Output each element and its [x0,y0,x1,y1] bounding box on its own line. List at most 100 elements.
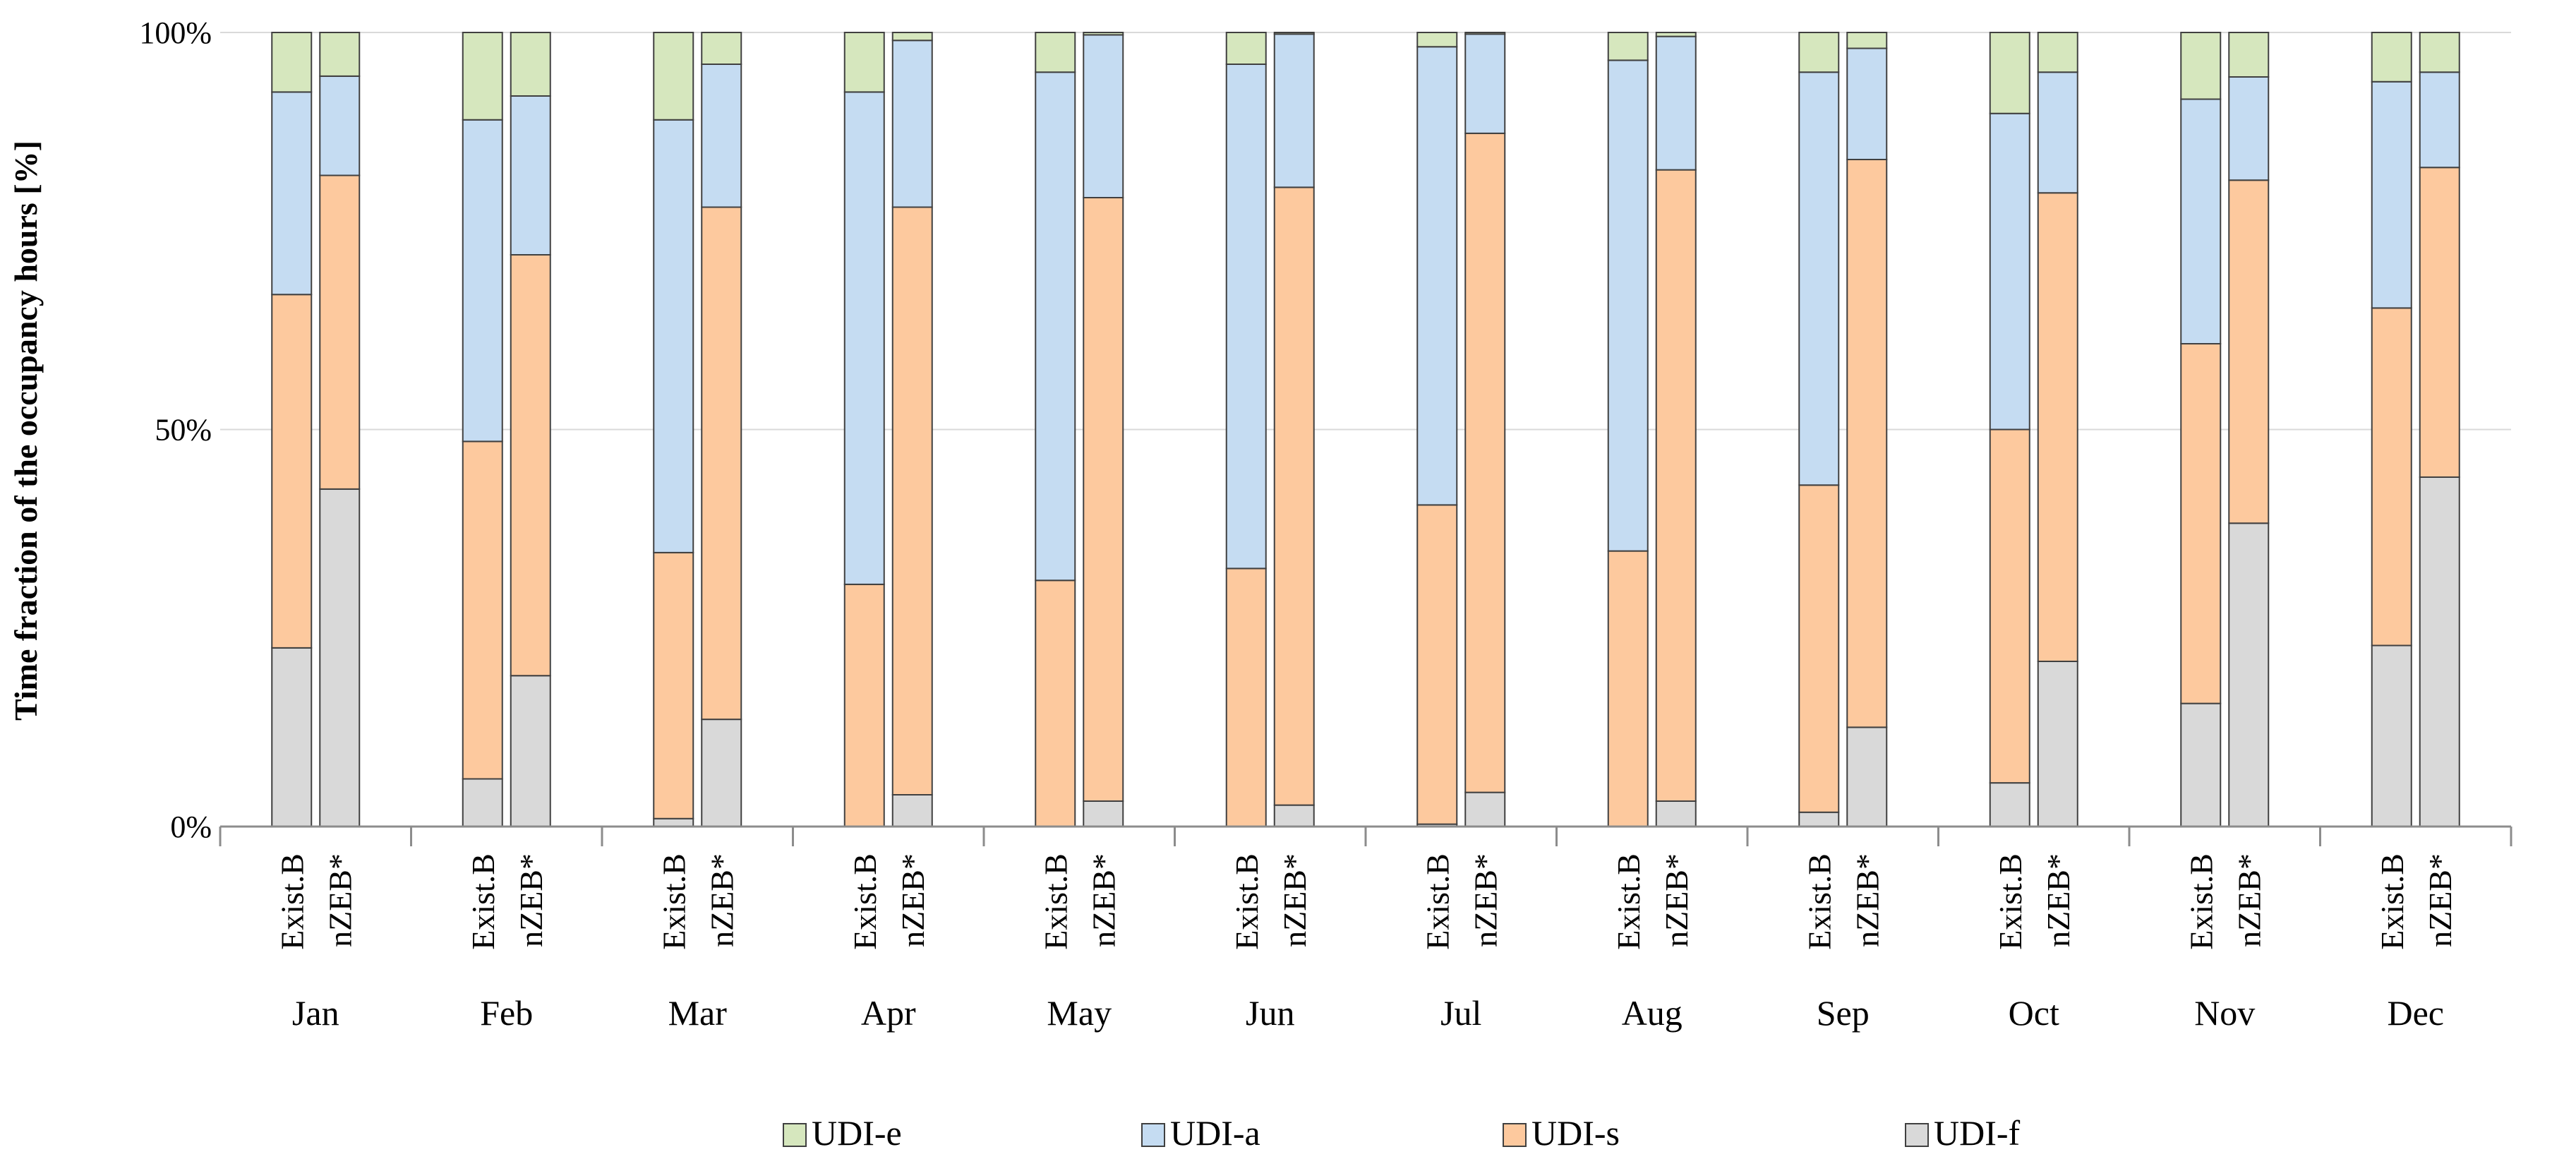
bar-segment [2037,661,2078,827]
legend-swatch [1503,1123,1527,1147]
bar-segment [1035,71,1076,582]
bar-segment [1846,32,1888,49]
bar-segment [701,64,742,208]
bar-segment [1798,32,1840,73]
bar-segment [2419,476,2460,827]
bar-segment [271,294,313,649]
bar-segment [653,119,694,553]
bar-segment [1798,811,1840,827]
legend-label: UDI-f [1934,1113,2021,1153]
bar-segment [2180,32,2222,100]
bar-segment [1273,186,1315,806]
month-label: Dec [2388,993,2445,1033]
y-axis-label: Time fraction of the occupancy hours [%] [8,140,44,721]
bar-segment [1083,34,1124,198]
bar-segment [1798,484,1840,813]
bar-segment [1464,33,1506,134]
month-label: Jun [1246,993,1294,1033]
case-label: Exist.B [1229,853,1265,950]
case-label: nZEB* [513,853,549,947]
bar-segment [1989,782,2030,827]
case-label: nZEB* [895,853,931,947]
month-label: Sep [1817,993,1870,1033]
bar-segment [1416,504,1458,825]
case-label: Exist.B [465,853,501,950]
case-label: nZEB* [1085,853,1121,947]
bar-segment [510,32,551,97]
bar-segment [1083,800,1124,827]
bar-segment [2371,307,2412,647]
bar-segment [2180,702,2222,827]
bar-segment [1416,32,1458,48]
bar-segment [2371,644,2412,827]
bar-segment [271,91,313,296]
bar-segment [843,32,885,93]
y-tick-labels: 0% 50% 100% [139,16,212,844]
bar-segment [319,75,361,176]
bar-segment [2228,76,2270,181]
y-tick-label: 100% [139,16,212,50]
case-label: nZEB* [1849,853,1885,947]
bar-segment [2228,179,2270,524]
month-label: Nov [2194,993,2255,1033]
bar-segment [1464,132,1506,793]
bar-segment [701,206,742,721]
bar-segment [2180,98,2222,344]
legend-swatch [1141,1123,1165,1147]
bar-segment [2419,167,2460,478]
bar-segment [1416,46,1458,506]
bar-segment [510,254,551,677]
bar-segment [2371,80,2412,309]
month-label: Aug [1622,993,1683,1033]
bar-segment [510,675,551,827]
bar-segment [891,206,933,795]
grid-lines [220,32,2511,431]
legend-swatch [783,1123,807,1147]
bar-segment [1846,47,1888,160]
bar-segment [843,583,885,827]
case-label: nZEB* [1277,853,1313,947]
bar-segment [319,32,361,77]
bar-segment [1989,112,2030,431]
bar-segment [2228,32,2270,78]
bar-segment [1989,32,2030,114]
case-label: nZEB* [1659,853,1695,947]
bar-segment [2419,32,2460,73]
month-label: May [1047,993,1112,1033]
bar-segment [891,32,933,42]
case-label: nZEB* [322,853,358,947]
bar-segment [1989,428,2030,784]
bar-segment [1655,32,1697,37]
month-label: Feb [480,993,533,1033]
bar-segment [462,440,503,780]
month-label: Apr [861,993,916,1033]
bar-segment [1846,159,1888,728]
month-label: Oct [2009,993,2059,1033]
bar-segment [271,32,313,93]
month-label: Jan [292,993,339,1033]
case-label: Exist.B [1611,853,1647,950]
bar-segment [1464,791,1506,827]
y-tick-label: 0% [170,810,212,844]
bar-segment [1273,32,1315,35]
bar-segment [653,551,694,819]
bar-segment [2037,71,2078,194]
case-label: nZEB* [1467,853,1503,947]
legend: UDI-e UDI-a UDI-s UDI-f [783,1113,2021,1153]
legend-swatch [1905,1123,1929,1147]
bar-segment [1225,32,1267,65]
bar-segment [843,91,885,585]
bars-group [271,32,2460,827]
case-label: Exist.B [2183,853,2219,950]
case-label: Exist.B [656,853,692,950]
bar-segment [462,778,503,827]
y-tick-label: 50% [155,413,212,448]
case-label: Exist.B [2374,853,2410,950]
bar-segment [1083,32,1124,36]
case-label: nZEB* [704,853,740,947]
bar-segment [653,817,694,827]
bar-segment [1225,568,1267,827]
bar-segment [1273,33,1315,188]
legend-label: UDI-e [812,1113,902,1153]
